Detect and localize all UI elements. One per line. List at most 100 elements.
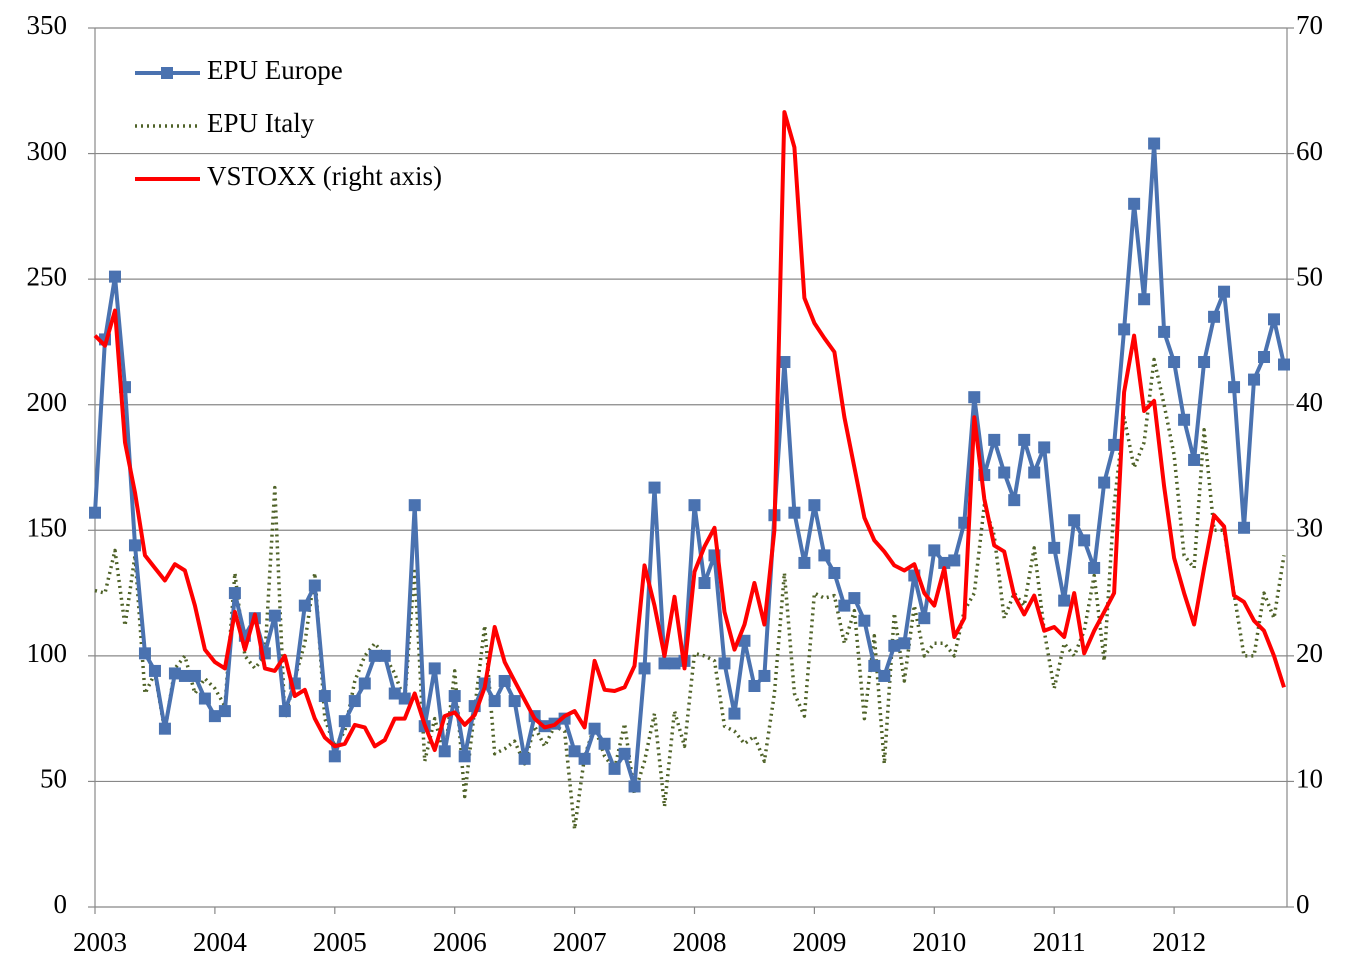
marker xyxy=(208,710,221,723)
marker xyxy=(668,657,681,670)
marker xyxy=(838,599,851,612)
marker xyxy=(1128,197,1141,210)
marker xyxy=(868,659,881,672)
x-tick-label: 2003 xyxy=(73,927,127,957)
y2-tick-label: 0 xyxy=(1296,889,1310,919)
marker xyxy=(1058,594,1071,607)
y2-tick-label: 20 xyxy=(1296,638,1323,668)
y2-tick-label: 30 xyxy=(1296,512,1323,542)
x-tick-label: 2007 xyxy=(553,927,607,957)
marker xyxy=(1248,373,1261,386)
marker xyxy=(1168,356,1181,369)
marker xyxy=(108,270,121,283)
marker xyxy=(318,690,331,703)
marker xyxy=(358,677,371,690)
marker xyxy=(1208,310,1221,323)
marker xyxy=(298,599,311,612)
marker xyxy=(778,356,791,369)
marker xyxy=(738,634,751,647)
marker xyxy=(818,549,831,562)
marker xyxy=(1038,441,1051,454)
marker xyxy=(508,695,521,708)
marker xyxy=(338,715,351,728)
marker xyxy=(1068,514,1081,527)
marker xyxy=(408,499,421,512)
marker xyxy=(988,433,1001,446)
marker xyxy=(568,745,581,758)
marker xyxy=(998,466,1011,479)
marker xyxy=(628,780,641,793)
y2-tick-label: 60 xyxy=(1296,136,1323,166)
marker xyxy=(268,609,281,622)
marker xyxy=(1018,433,1031,446)
y-tick-label: 250 xyxy=(27,261,68,291)
marker xyxy=(198,692,211,705)
marker xyxy=(218,705,231,718)
marker xyxy=(1278,358,1290,371)
marker xyxy=(1268,313,1281,326)
marker xyxy=(808,499,821,512)
marker xyxy=(1158,325,1171,338)
marker xyxy=(428,662,441,675)
marker xyxy=(938,556,951,569)
marker xyxy=(438,745,451,758)
marker xyxy=(688,499,701,512)
y-tick-label: 50 xyxy=(40,764,67,794)
marker xyxy=(638,662,651,675)
marker xyxy=(608,762,621,775)
marker xyxy=(1258,350,1271,363)
marker xyxy=(798,556,811,569)
y-tick-label: 350 xyxy=(27,10,68,40)
marker xyxy=(858,614,871,627)
marker xyxy=(598,737,611,750)
marker xyxy=(1148,137,1161,150)
marker xyxy=(128,539,141,552)
marker xyxy=(718,657,731,670)
y2-tick-label: 70 xyxy=(1296,10,1323,40)
marker xyxy=(1088,561,1101,574)
x-tick-label: 2006 xyxy=(433,927,487,957)
x-tick-label: 2008 xyxy=(672,927,726,957)
marker xyxy=(758,669,771,682)
marker xyxy=(1098,476,1111,489)
marker xyxy=(878,669,891,682)
marker xyxy=(918,612,931,625)
marker xyxy=(448,690,461,703)
marker xyxy=(518,752,531,765)
legend-label: VSTOXX (right axis) xyxy=(207,161,442,191)
marker xyxy=(388,687,401,700)
x-tick-label: 2005 xyxy=(313,927,367,957)
marker xyxy=(648,481,661,494)
marker xyxy=(378,649,391,662)
x-tick-label: 2009 xyxy=(792,927,846,957)
marker xyxy=(458,750,471,763)
marker xyxy=(898,637,911,650)
marker xyxy=(148,664,161,677)
marker xyxy=(488,695,501,708)
marker xyxy=(1138,293,1151,306)
marker xyxy=(1078,534,1091,547)
marker xyxy=(1048,541,1061,554)
x-tick-label: 2004 xyxy=(193,927,248,957)
marker xyxy=(888,639,901,652)
marker xyxy=(278,705,291,718)
y2-tick-label: 50 xyxy=(1296,261,1323,291)
y-tick-label: 0 xyxy=(54,889,68,919)
marker xyxy=(618,747,631,760)
marker xyxy=(138,647,151,660)
y-tick-label: 200 xyxy=(27,387,68,417)
legend-label: EPU Italy xyxy=(207,108,315,138)
marker xyxy=(178,669,191,682)
x-tick-label: 2010 xyxy=(912,927,966,957)
marker xyxy=(848,592,861,605)
marker xyxy=(228,587,241,600)
y2-tick-label: 10 xyxy=(1296,764,1323,794)
marker xyxy=(1178,413,1191,426)
y-tick-label: 150 xyxy=(27,512,68,542)
marker xyxy=(348,695,361,708)
marker xyxy=(188,669,201,682)
legend-marker xyxy=(161,67,173,79)
marker xyxy=(1238,521,1251,534)
marker xyxy=(1118,323,1131,336)
